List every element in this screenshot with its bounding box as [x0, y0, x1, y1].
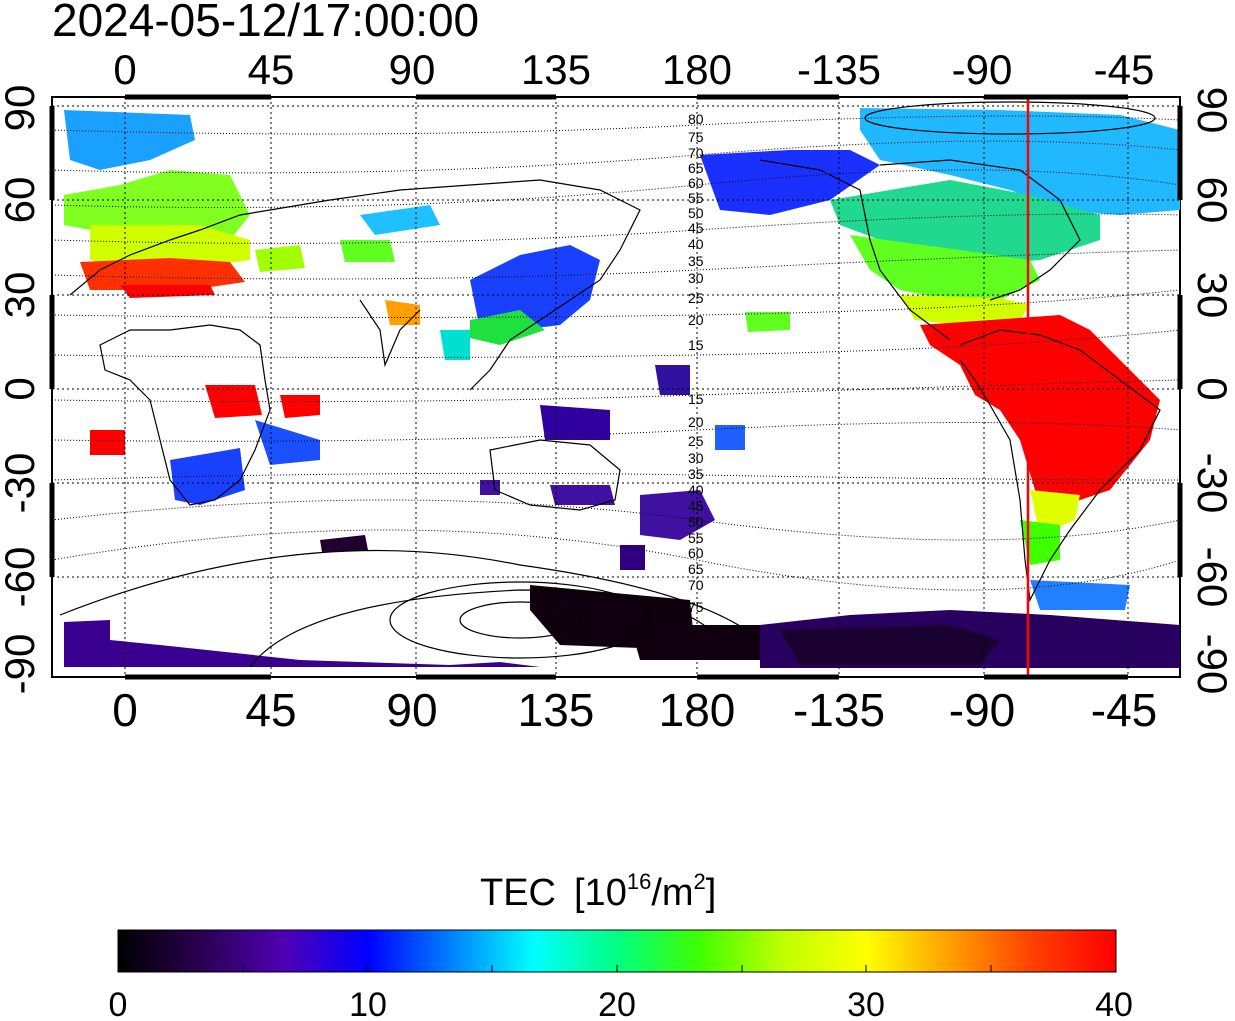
contour-label: 70: [688, 145, 704, 161]
colorbar-ticks: [242, 965, 992, 972]
contour-label: 25: [688, 433, 704, 449]
x-tick-label-bottom: 90: [386, 684, 437, 736]
contour-label: 80: [688, 111, 704, 127]
south-magnetic-pole-contours: [59, 101, 1156, 668]
x-tick-label-top: 90: [389, 46, 436, 93]
contour-label: 30: [688, 450, 704, 466]
contour-label: 15: [688, 337, 704, 353]
contour-label: 75: [688, 599, 704, 615]
y-tick-label-left: 90: [0, 85, 43, 132]
contour-label: 50: [688, 205, 704, 221]
x-tick-label-top: -90: [952, 46, 1013, 93]
y-tick-label-right: 0: [1189, 377, 1235, 400]
coastlines: [69, 159, 1161, 603]
y-tick-label-left: 30: [0, 272, 43, 319]
contour-label: 45: [688, 498, 704, 514]
contour-label: 25: [688, 290, 704, 306]
contour-label: 60: [688, 545, 704, 561]
y-tick-label-right: 90: [1189, 87, 1235, 134]
map-panel: 80 75 70 65 60 55 50 45 40 35 30 25 20 1…: [49, 94, 1183, 680]
contour-label: 55: [688, 530, 704, 546]
y-tick-label-left: 0: [0, 377, 43, 400]
graticule: [52, 97, 1180, 677]
x-tick-label-top: -135: [797, 46, 881, 93]
colorbar-tick-label: 0: [109, 986, 128, 1021]
y-tick-label-left: -30: [0, 453, 43, 514]
x-axis-top: 0 45 90 135 180 -135 -90 -45: [113, 46, 1154, 93]
x-tick-label-bottom: 0: [112, 684, 138, 736]
x-tick-label-bottom: -90: [949, 684, 1015, 736]
contour-label: 65: [688, 561, 704, 577]
contour-label: 50: [688, 514, 704, 530]
y-tick-label-right: -90: [1189, 634, 1235, 695]
y-tick-label-left: 60: [0, 177, 43, 224]
frame-ticks: [49, 94, 1183, 680]
x-tick-label-bottom: 180: [659, 684, 736, 736]
colorbar-title: TEC [1016/m2]: [480, 869, 716, 914]
x-tick-label-top: 45: [248, 46, 295, 93]
x-tick-label-top: 135: [521, 46, 591, 93]
colorbar-tick-labels: 0 10 20 30 40: [109, 986, 1133, 1021]
x-tick-label-bottom: 45: [245, 684, 296, 736]
colorbar-tick-label: 20: [598, 986, 636, 1021]
contour-label: 65: [688, 160, 704, 176]
contour-label: 30: [688, 270, 704, 286]
tec-data-layer: [64, 108, 1180, 668]
colorbar-tick-label: 10: [349, 986, 387, 1021]
x-tick-label-bottom: 135: [518, 684, 595, 736]
y-axis-right: 90 60 30 0 -30 -60 -90: [1189, 87, 1235, 695]
x-axis-bottom: 0 45 90 135 180 -135 -90 -45: [112, 684, 1157, 736]
y-tick-label-right: 60: [1189, 177, 1235, 224]
x-tick-label-top: -45: [1094, 46, 1155, 93]
contour-label: 55: [688, 190, 704, 206]
contour-label: 35: [688, 253, 704, 269]
timestamp-title: 2024-05-12/17:00:00: [52, 0, 479, 46]
y-tick-label-left: -90: [0, 634, 43, 695]
contour-label: 20: [688, 414, 704, 430]
colorbar-tick-label: 40: [1095, 986, 1133, 1021]
contour-label: 15: [688, 391, 704, 407]
contour-label: 20: [688, 312, 704, 328]
contour-labels: 80 75 70 65 60 55 50 45 40 35 30 25 20 1…: [688, 111, 704, 615]
y-axis-left: 90 60 30 0 -30 -60 -90: [0, 85, 43, 695]
contour-label: 40: [688, 236, 704, 252]
y-tick-label-right: 30: [1189, 272, 1235, 319]
x-tick-label-top: 0: [113, 46, 136, 93]
y-tick-label-right: -60: [1189, 547, 1235, 608]
contour-label: 60: [688, 175, 704, 191]
contour-label: 75: [688, 129, 704, 145]
x-tick-label-bottom: -45: [1091, 684, 1157, 736]
magnetic-contours: [51, 115, 1181, 591]
x-tick-label-bottom: -135: [793, 684, 885, 736]
colorbar-tick-label: 30: [847, 986, 885, 1021]
y-tick-label-left: -60: [0, 547, 43, 608]
contour-label: 35: [688, 466, 704, 482]
contour-label: 40: [688, 482, 704, 498]
contour-label: 70: [688, 577, 704, 593]
y-tick-label-right: -30: [1189, 453, 1235, 514]
contour-label: 45: [688, 220, 704, 236]
x-tick-label-top: 180: [662, 46, 732, 93]
